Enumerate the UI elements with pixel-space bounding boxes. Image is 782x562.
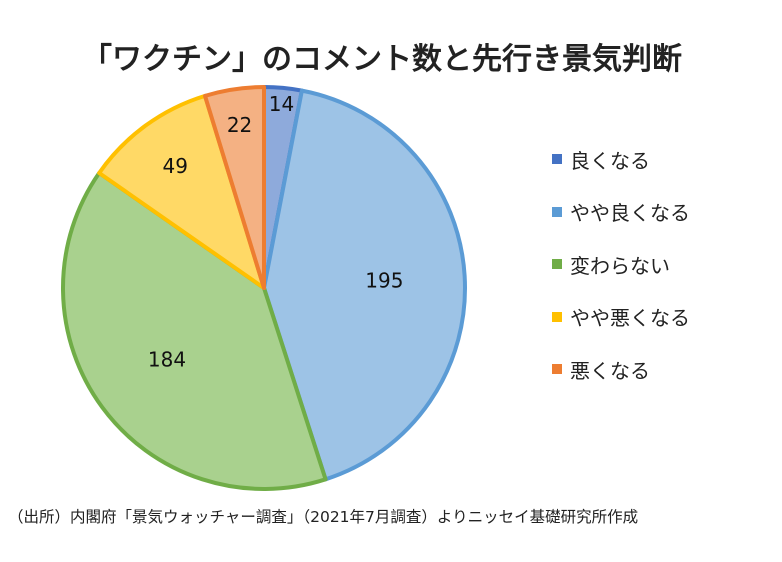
legend-swatch [552, 259, 562, 270]
legend-item-somewhat-bad: やや悪くなる [552, 291, 690, 344]
source-note: （出所）内閣府「景気ウォッチャー調査」（2021年7月調査）よりニッセイ基礎研究… [8, 508, 639, 526]
slice-value-label-2: 184 [148, 348, 186, 372]
legend-swatch [552, 154, 562, 165]
legend-swatch [552, 364, 562, 375]
pie-slice-2 [61, 170, 328, 491]
legend-swatch [552, 206, 562, 217]
slice-value-label-4: 22 [227, 113, 252, 137]
legend: 良くなる やや良くなる 変わらない やや悪くなる 悪くなる [552, 133, 690, 396]
legend-label: 悪くなる [570, 358, 650, 383]
pie-slice-4 [203, 85, 266, 290]
pie-chart: 14 195 184 49 22 [61, 85, 467, 491]
legend-item-unchanged: 変わらない [552, 238, 690, 291]
legend-label: 変わらない [570, 253, 670, 278]
chart-title: 「ワクチン」のコメント数と先行き景気判断 [82, 42, 682, 77]
pie-slice-3 [97, 93, 266, 290]
legend-item-somewhat-good: やや良くなる [552, 186, 690, 239]
legend-item-bad: 悪くなる [552, 343, 690, 396]
legend-label: やや良くなる [570, 201, 690, 226]
legend-swatch [552, 311, 562, 322]
slice-value-label-0: 14 [269, 92, 294, 116]
legend-label: 良くなる [570, 148, 650, 173]
legend-label: やや悪くなる [570, 306, 690, 331]
slice-value-label-1: 195 [365, 269, 403, 293]
slice-value-label-3: 49 [162, 154, 187, 178]
pie-slice-1 [262, 88, 467, 482]
legend-item-good: 良くなる [552, 133, 690, 186]
